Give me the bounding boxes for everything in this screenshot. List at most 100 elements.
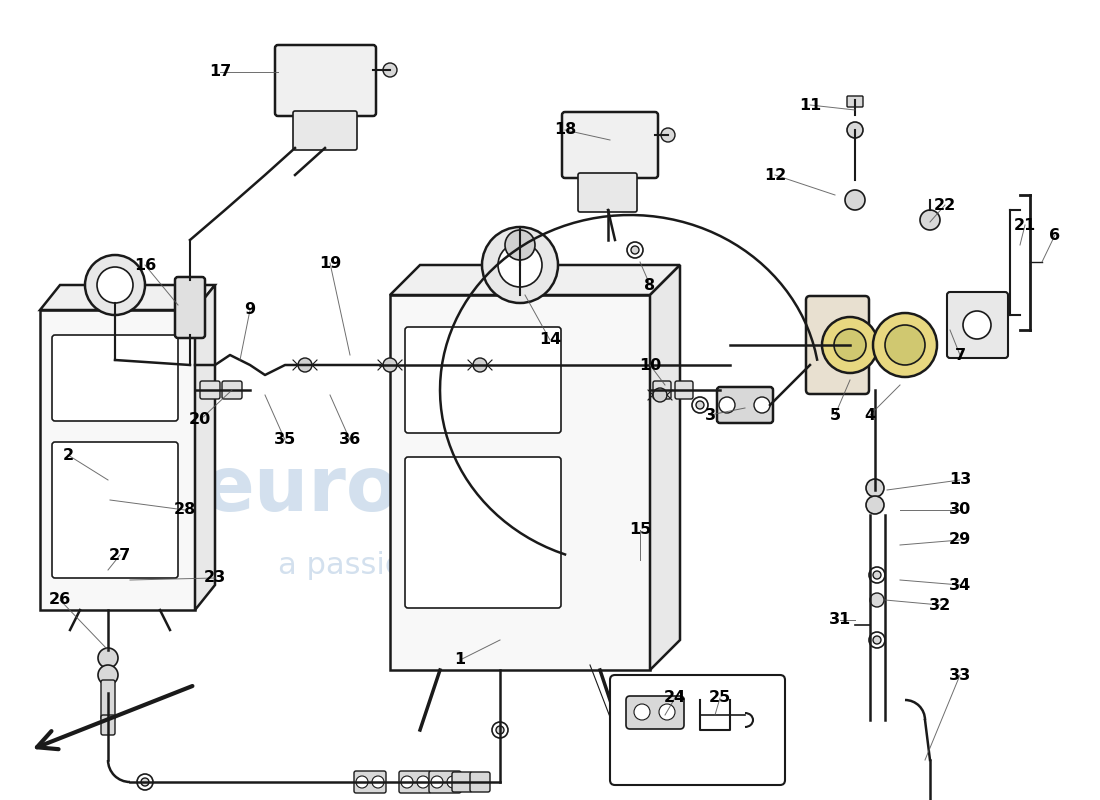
- Polygon shape: [195, 285, 214, 610]
- Circle shape: [417, 776, 429, 788]
- FancyBboxPatch shape: [405, 457, 561, 608]
- Text: 13: 13: [949, 473, 971, 487]
- FancyBboxPatch shape: [470, 772, 490, 792]
- Circle shape: [653, 388, 667, 402]
- FancyBboxPatch shape: [626, 696, 684, 729]
- Circle shape: [402, 776, 412, 788]
- FancyBboxPatch shape: [429, 771, 461, 793]
- Circle shape: [97, 267, 133, 303]
- Circle shape: [138, 774, 153, 790]
- Circle shape: [869, 632, 886, 648]
- Text: 29: 29: [949, 533, 971, 547]
- Circle shape: [920, 210, 940, 230]
- Circle shape: [627, 242, 644, 258]
- Text: 36: 36: [339, 433, 361, 447]
- FancyBboxPatch shape: [293, 111, 358, 150]
- FancyBboxPatch shape: [578, 173, 637, 212]
- Circle shape: [634, 704, 650, 720]
- Circle shape: [869, 567, 886, 583]
- Polygon shape: [40, 285, 214, 310]
- Circle shape: [383, 358, 397, 372]
- Text: 2: 2: [63, 447, 74, 462]
- Text: 14: 14: [539, 333, 561, 347]
- Circle shape: [870, 593, 884, 607]
- Text: 28: 28: [174, 502, 196, 518]
- Text: 12: 12: [763, 167, 786, 182]
- Text: euromobil: euromobil: [202, 453, 638, 527]
- Text: 1: 1: [454, 653, 465, 667]
- Circle shape: [447, 776, 459, 788]
- Circle shape: [482, 227, 558, 303]
- Text: 30: 30: [949, 502, 971, 518]
- Text: 18: 18: [554, 122, 576, 138]
- Circle shape: [496, 726, 504, 734]
- Text: 31: 31: [829, 613, 851, 627]
- Text: 9: 9: [244, 302, 255, 318]
- Circle shape: [886, 325, 925, 365]
- Circle shape: [696, 401, 704, 409]
- Circle shape: [298, 358, 312, 372]
- Circle shape: [372, 776, 384, 788]
- FancyBboxPatch shape: [947, 292, 1008, 358]
- Text: 33: 33: [949, 667, 971, 682]
- Circle shape: [834, 329, 866, 361]
- FancyBboxPatch shape: [399, 771, 431, 793]
- Circle shape: [98, 665, 118, 685]
- FancyBboxPatch shape: [452, 772, 472, 792]
- Circle shape: [98, 648, 118, 668]
- Circle shape: [754, 397, 770, 413]
- Circle shape: [873, 571, 881, 579]
- FancyBboxPatch shape: [52, 335, 178, 421]
- FancyBboxPatch shape: [175, 277, 205, 338]
- FancyBboxPatch shape: [675, 381, 693, 399]
- Circle shape: [866, 496, 884, 514]
- Circle shape: [473, 358, 487, 372]
- Text: 16: 16: [134, 258, 156, 273]
- FancyBboxPatch shape: [405, 327, 561, 433]
- Circle shape: [845, 190, 865, 210]
- Text: a passion for parts: a passion for parts: [277, 550, 562, 579]
- FancyBboxPatch shape: [275, 45, 376, 116]
- Text: 32: 32: [928, 598, 952, 613]
- Circle shape: [356, 776, 369, 788]
- Text: 7: 7: [955, 347, 966, 362]
- Text: 35: 35: [274, 433, 296, 447]
- Polygon shape: [650, 265, 680, 670]
- FancyBboxPatch shape: [717, 387, 773, 423]
- Circle shape: [719, 397, 735, 413]
- Text: 15: 15: [629, 522, 651, 538]
- Polygon shape: [390, 295, 650, 670]
- Text: 11: 11: [799, 98, 821, 113]
- Text: 20: 20: [189, 413, 211, 427]
- Circle shape: [383, 63, 397, 77]
- FancyBboxPatch shape: [806, 296, 869, 394]
- Circle shape: [962, 311, 991, 339]
- Text: 17: 17: [209, 65, 231, 79]
- Circle shape: [85, 255, 145, 315]
- FancyBboxPatch shape: [610, 675, 785, 785]
- FancyBboxPatch shape: [653, 381, 671, 399]
- Text: 34: 34: [949, 578, 971, 593]
- Text: 23: 23: [204, 570, 227, 586]
- Circle shape: [498, 243, 542, 287]
- Circle shape: [873, 313, 937, 377]
- Circle shape: [847, 122, 864, 138]
- Text: 21: 21: [1014, 218, 1036, 233]
- Circle shape: [631, 246, 639, 254]
- FancyBboxPatch shape: [101, 680, 116, 720]
- Circle shape: [659, 704, 675, 720]
- Circle shape: [505, 230, 535, 260]
- Text: 26: 26: [48, 593, 72, 607]
- Text: 10: 10: [639, 358, 661, 373]
- Text: 3: 3: [704, 407, 716, 422]
- Polygon shape: [390, 265, 680, 295]
- FancyBboxPatch shape: [354, 771, 386, 793]
- Circle shape: [822, 317, 878, 373]
- Text: 19: 19: [319, 255, 341, 270]
- Circle shape: [873, 636, 881, 644]
- Text: 24: 24: [664, 690, 686, 706]
- Text: 8: 8: [645, 278, 656, 293]
- Circle shape: [141, 778, 149, 786]
- FancyBboxPatch shape: [200, 381, 220, 399]
- Polygon shape: [40, 310, 195, 610]
